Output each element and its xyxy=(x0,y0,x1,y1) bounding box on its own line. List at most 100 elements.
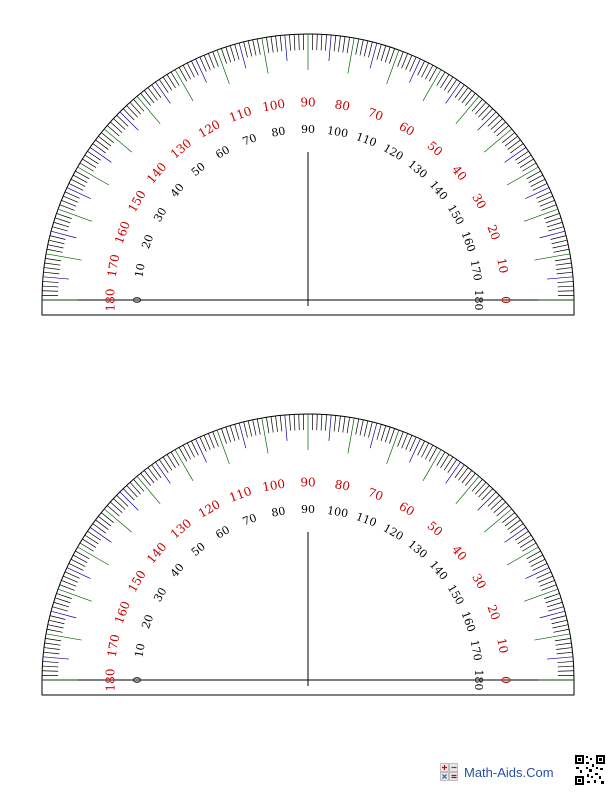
tick-minor xyxy=(147,467,158,481)
tick-mid xyxy=(155,81,171,104)
tick-minor xyxy=(95,139,109,150)
tick-minor xyxy=(289,34,291,51)
tick-minor xyxy=(266,417,270,434)
tick-minor xyxy=(75,550,90,560)
tick-minor xyxy=(70,558,86,567)
tick-mid xyxy=(195,438,207,463)
tick-minor xyxy=(515,530,529,541)
tick-mid xyxy=(525,567,550,579)
tick-minor xyxy=(82,158,97,168)
tick-minor xyxy=(536,191,552,199)
inner-scale-label: 50 xyxy=(189,160,208,179)
tick-minor xyxy=(166,74,176,89)
outer-scale-label: 60 xyxy=(397,499,417,519)
outer-scale-label: 0 xyxy=(499,296,513,304)
tick-minor xyxy=(554,258,571,262)
tick-minor xyxy=(110,121,123,133)
tick-minor xyxy=(458,87,469,101)
outer-scale-label: 40 xyxy=(449,163,470,184)
tick-major xyxy=(104,128,133,153)
tick-major xyxy=(386,429,400,464)
inner-scale-label: 40 xyxy=(168,181,187,200)
tick-minor xyxy=(544,593,560,599)
inner-scale-label: 170 xyxy=(468,639,484,662)
tick-minor xyxy=(530,178,546,187)
outer-scale-label: 130 xyxy=(168,136,195,161)
tick-minor xyxy=(252,419,257,436)
tick-minor xyxy=(481,108,494,121)
tick-minor xyxy=(116,494,129,507)
tick-minor xyxy=(368,41,373,58)
inner-scale-label: 90 xyxy=(301,503,315,516)
tick-minor xyxy=(507,519,521,530)
tick-mid xyxy=(50,610,77,619)
tick-minor xyxy=(229,425,236,442)
tick-major xyxy=(174,449,194,481)
inner-scale-label: 140 xyxy=(427,558,450,582)
tick-mid xyxy=(539,230,566,239)
tick-minor xyxy=(471,99,483,112)
outer-scale-label: 130 xyxy=(168,516,195,541)
tick-minor xyxy=(59,204,75,211)
tick-minor xyxy=(428,447,438,462)
tick-minor xyxy=(279,415,283,432)
tick-minor xyxy=(551,619,568,625)
inner-scale-label: 110 xyxy=(354,130,378,149)
tick-minor xyxy=(546,601,563,608)
tick-minor xyxy=(256,418,261,435)
tick-minor xyxy=(170,451,180,466)
tick-minor xyxy=(44,642,61,646)
tick-minor xyxy=(425,64,434,80)
outer-scale-label: 110 xyxy=(227,484,253,505)
tick-minor xyxy=(384,46,391,63)
tick-minor xyxy=(225,46,232,63)
tick-minor xyxy=(212,431,219,447)
tick-minor xyxy=(447,79,458,93)
tick-minor xyxy=(270,416,274,433)
brand-label[interactable]: Math-Aids.Com xyxy=(464,764,554,780)
tick-minor xyxy=(158,79,169,93)
tick-minor xyxy=(478,485,490,498)
tick-minor xyxy=(182,64,191,80)
tick-minor xyxy=(48,619,65,625)
tick-minor xyxy=(266,37,270,54)
tick-minor xyxy=(170,71,180,86)
tick-minor xyxy=(421,442,430,458)
tick-minor xyxy=(166,454,176,469)
tick-minor xyxy=(376,44,382,60)
tick-minor xyxy=(550,615,567,620)
tick-minor xyxy=(225,426,232,443)
outer-scale-label: 30 xyxy=(469,571,489,591)
tick-minor xyxy=(359,419,364,436)
inner-scale-label: 100 xyxy=(326,504,349,520)
tick-mid xyxy=(66,567,91,579)
tick-major xyxy=(507,546,539,566)
tick-minor xyxy=(45,258,62,262)
tick-minor xyxy=(522,542,537,552)
tick-minor xyxy=(84,534,99,545)
tick-mid xyxy=(445,461,461,484)
tick-minor xyxy=(556,267,573,270)
tick-minor xyxy=(552,624,569,629)
tick-minor xyxy=(528,554,544,563)
tick-mid xyxy=(89,147,112,163)
tick-minor xyxy=(122,488,135,501)
outer-scale-label: 100 xyxy=(261,477,286,495)
outer-scale-label: 40 xyxy=(449,543,470,564)
outer-scale-label: 20 xyxy=(484,603,502,622)
tick-major xyxy=(216,429,230,464)
tick-minor xyxy=(355,418,360,435)
tick-major xyxy=(174,69,194,101)
tick-minor xyxy=(140,473,151,486)
outer-scale-label: 180 xyxy=(104,289,118,312)
tick-minor xyxy=(61,200,77,207)
tick-mid xyxy=(50,230,77,239)
tick-minor xyxy=(54,217,71,224)
tick-major xyxy=(216,49,230,84)
tick-minor xyxy=(191,60,199,76)
tick-minor xyxy=(440,74,450,89)
tick-minor xyxy=(454,464,465,478)
tick-minor xyxy=(298,34,300,51)
tick-minor xyxy=(475,482,487,495)
